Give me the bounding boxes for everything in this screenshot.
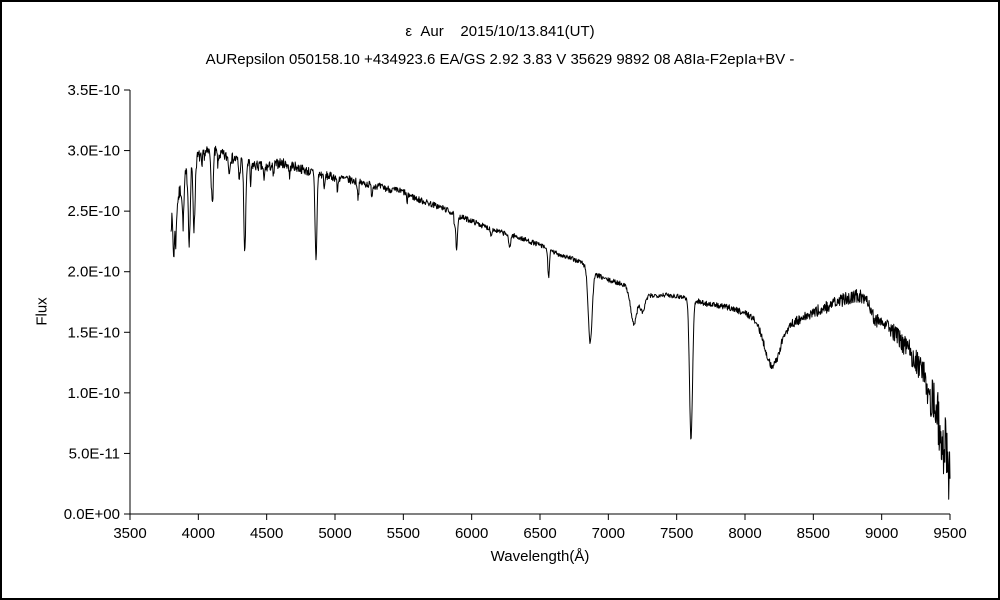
y-tick-label: 5.0E-11: [69, 445, 120, 462]
y-tick-label: 1.5E-10: [67, 324, 120, 341]
x-tick-label: 4000: [182, 525, 215, 542]
x-tick-label: 3500: [113, 525, 146, 542]
x-tick-label: 5500: [387, 525, 420, 542]
x-tick-label: 7500: [660, 525, 693, 542]
chart-title: ε Aur 2015/10/13.841(UT): [405, 23, 595, 40]
x-tick-label: 8500: [797, 525, 830, 542]
chart-subtitle: AURepsilon 050158.10 +434923.6 EA/GS 2.9…: [205, 51, 795, 68]
y-tick-label: 1.0E-10: [67, 385, 120, 402]
x-tick-label: 6000: [455, 525, 488, 542]
x-tick-label: 4500: [250, 525, 283, 542]
x-tick-label: 8000: [728, 525, 761, 542]
x-tick-label: 9000: [865, 525, 898, 542]
y-tick-label: 2.5E-10: [67, 203, 120, 220]
x-axis-title: Wavelength(Å): [490, 548, 590, 565]
y-tick-label: 2.0E-10: [67, 264, 120, 281]
y-tick-label: 3.5E-10: [67, 82, 120, 99]
x-tick-label: 5000: [318, 525, 351, 542]
y-tick-label: 0.0E+00: [64, 506, 120, 523]
y-tick-label: 3.0E-10: [67, 143, 120, 160]
x-tick-label: 7000: [592, 525, 625, 542]
x-tick-label: 9500: [933, 525, 966, 542]
x-tick-label: 6500: [523, 525, 556, 542]
spectrum-line: [170, 145, 951, 500]
